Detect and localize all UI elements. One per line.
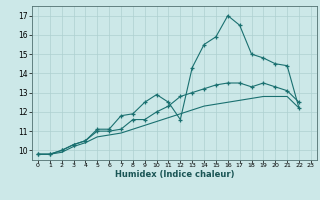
X-axis label: Humidex (Indice chaleur): Humidex (Indice chaleur) bbox=[115, 170, 234, 179]
